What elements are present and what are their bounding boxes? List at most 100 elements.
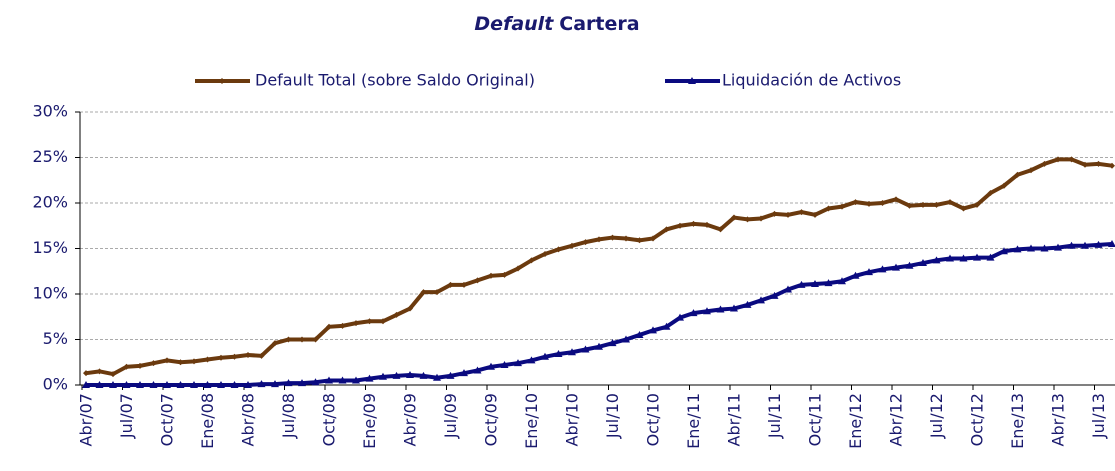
point <box>217 381 225 388</box>
title-italic: Default <box>474 13 554 35</box>
point <box>1068 156 1075 163</box>
point <box>851 271 860 279</box>
point <box>622 335 630 343</box>
point <box>542 250 548 257</box>
point <box>365 374 374 382</box>
point <box>892 263 900 271</box>
x-tick-label: Ene/11 <box>684 393 703 449</box>
point <box>123 363 130 370</box>
point <box>825 205 832 212</box>
point <box>190 381 198 388</box>
point <box>433 373 441 381</box>
point <box>420 289 427 296</box>
point <box>419 371 428 379</box>
point <box>811 279 819 287</box>
point <box>95 381 104 388</box>
point <box>933 201 940 208</box>
point <box>461 281 467 288</box>
x-tick-label: Oct/10 <box>644 393 663 446</box>
point <box>501 271 508 278</box>
point <box>311 378 320 386</box>
y-tick-label: 15% <box>32 238 68 257</box>
point <box>770 291 779 299</box>
point <box>838 277 846 285</box>
point <box>137 362 143 369</box>
point <box>83 370 89 377</box>
point <box>1095 160 1102 167</box>
point <box>446 371 455 379</box>
point <box>758 215 764 222</box>
x-tick-label: Abr/07 <box>77 393 96 446</box>
point <box>649 326 657 334</box>
point <box>812 211 818 218</box>
point <box>824 279 833 287</box>
point <box>866 200 872 207</box>
point <box>879 200 886 206</box>
chart-title: Default Cartera <box>474 13 639 35</box>
legend-label: Default Total (sobre Saldo Original) <box>255 71 535 90</box>
point <box>905 261 914 269</box>
point <box>960 205 967 212</box>
series-line <box>85 157 1113 377</box>
y-tick-label: 20% <box>32 193 68 212</box>
point <box>500 360 509 368</box>
point <box>245 351 251 358</box>
point <box>272 340 278 347</box>
point <box>528 257 535 264</box>
point <box>554 350 563 358</box>
point <box>1001 182 1007 189</box>
point <box>690 220 697 227</box>
y-tick-label: 30% <box>32 102 68 121</box>
point <box>96 368 103 375</box>
point <box>919 259 927 267</box>
x-tick-label: Oct/11 <box>806 393 825 446</box>
point <box>219 78 225 84</box>
legend-label: Liquidación de Activos <box>722 71 901 90</box>
point <box>218 354 224 361</box>
point <box>676 313 684 321</box>
x-tick-label: Jul/13 <box>1089 393 1108 439</box>
point <box>1055 156 1061 163</box>
point <box>434 289 440 296</box>
point <box>595 342 603 350</box>
point <box>244 381 252 388</box>
point <box>393 311 400 318</box>
point <box>1094 240 1103 248</box>
point <box>447 281 454 288</box>
point <box>474 277 481 284</box>
point <box>581 345 590 353</box>
point <box>555 246 562 253</box>
y-tick-label: 25% <box>32 147 68 166</box>
point <box>986 253 995 261</box>
point <box>163 381 171 388</box>
point <box>974 201 980 208</box>
point <box>380 318 386 325</box>
x-tick-label: Jul/12 <box>927 393 946 439</box>
point <box>689 309 698 317</box>
point <box>149 381 158 388</box>
x-tick-label: Jul/07 <box>117 393 136 439</box>
point <box>1041 160 1048 167</box>
point <box>650 235 656 242</box>
point <box>514 359 522 367</box>
x-tick-label: Ene/10 <box>522 393 541 449</box>
point <box>688 77 696 84</box>
point <box>771 210 778 217</box>
x-tick-label: Jul/08 <box>279 393 298 439</box>
point <box>596 236 602 243</box>
point <box>487 362 495 370</box>
x-tick-label: Abr/11 <box>725 393 744 446</box>
point <box>973 253 981 261</box>
point <box>338 376 347 384</box>
point <box>623 235 629 242</box>
point <box>703 307 711 315</box>
point <box>785 211 791 218</box>
point <box>932 256 941 264</box>
point <box>150 360 157 367</box>
point <box>515 265 521 272</box>
point <box>582 239 589 246</box>
point <box>176 381 185 388</box>
x-tick-label: Jul/09 <box>441 393 460 439</box>
x-tick-label: Jul/10 <box>603 393 622 439</box>
point <box>839 203 845 210</box>
